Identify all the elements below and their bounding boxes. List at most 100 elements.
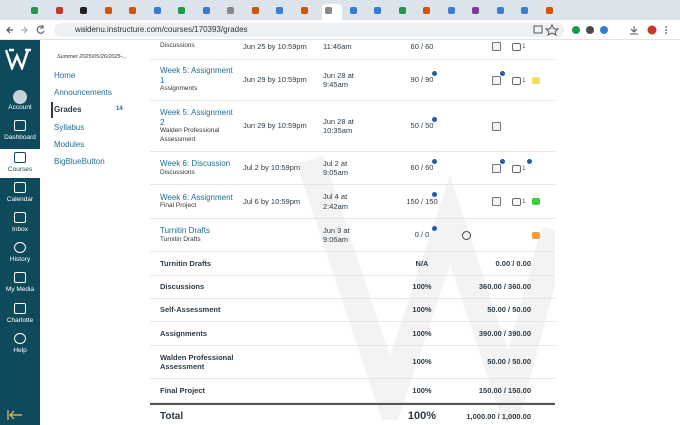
comments[interactable]: 1 [512,42,526,51]
assignment-row: Week 6: Assignment Final Project Jul 6 by … [150,185,555,219]
browser-tab[interactable] [53,4,73,17]
browser-tab[interactable] [126,4,146,17]
tab-favicon [251,7,259,14]
browser-tab[interactable] [102,4,122,17]
unread-dot [432,116,437,122]
tab-favicon [521,7,528,14]
nav-item[interactable]: Dashboard [4,134,36,141]
details-icon[interactable] [492,42,501,51]
nav-buttons[interactable] [6,25,50,35]
points: 0.00 / 0.00 [495,258,531,268]
browser-tab[interactable] [420,4,440,17]
toolbar-icons[interactable] [530,24,675,36]
nav-item[interactable]: Charlotte [6,317,34,324]
browser-tab[interactable] [200,4,220,17]
nav-icon[interactable] [14,182,26,193]
url[interactable]: waldenu.instructure.com/courses/170393/g… [75,25,248,34]
due-cell [243,219,321,251]
browser-tab[interactable] [469,4,489,17]
course-nav-link[interactable]: Grades [54,105,82,114]
assignment-name[interactable]: Week 5: Assignment 2 [160,108,233,127]
nav-icon[interactable] [14,303,26,314]
tab-favicon [31,7,38,14]
nav-icon[interactable] [14,333,26,344]
assignment-name[interactable]: Week 5: Assignment 1 [160,66,233,85]
due-date: Jul 6 by 10:59pm [243,196,301,206]
assignment-name[interactable]: Week 6: Assignment [160,192,233,202]
group-name-cell: Turnitin Drafts [160,252,238,275]
assignment-row: Week 5: Assignment 1 Assignments Jun 29 by… [150,60,555,101]
comments[interactable]: 1 [512,197,526,206]
address-bar[interactable] [54,23,564,37]
points-cell: 0.00 / 0.00 [391,252,531,275]
browser-tab[interactable] [298,4,318,17]
info-icon[interactable] [462,230,471,240]
browser-tab[interactable] [322,4,342,20]
percent: 100% [412,357,432,367]
submitted-cell: 11:46am [323,40,365,59]
browser-tab[interactable] [396,4,416,17]
nav-item[interactable]: History [9,256,31,263]
course-nav-link[interactable]: Home [54,71,76,80]
course-nav-link[interactable]: Announcements [54,88,112,97]
nav-item[interactable]: Courses [7,166,33,173]
details-icon[interactable] [492,197,501,206]
points-cell: 360.00 / 360.00 [391,276,531,298]
walden-logo[interactable] [5,48,35,70]
nav-icon[interactable] [13,90,27,104]
due-cell: Jun 25 by 10:59pm [243,40,321,59]
submitted-date: Jun 28 at 10:35am [323,116,354,136]
browser-tab[interactable] [518,4,538,17]
nav-item[interactable]: Inbox [12,226,28,233]
nav-item[interactable]: Help [13,347,27,354]
tab-favicon [423,7,430,14]
details-icon[interactable] [492,121,501,131]
browser-tab[interactable] [151,4,171,17]
points: 50.00 / 50.00 [487,357,531,367]
browser-tab[interactable] [175,4,195,17]
browser-tab[interactable] [77,4,97,17]
nav-icon[interactable] [14,152,26,163]
browser-tab[interactable] [249,4,269,17]
score: 50 / 50 [410,121,434,131]
global-navigation: Account Dashboard Courses Calendar Inbox Hist… [0,40,40,425]
score-cell: 150 / 150 [392,185,452,218]
nav-item[interactable]: My Media [5,286,35,293]
course-nav-link[interactable]: BigBlueButton [54,157,105,166]
browser-tab[interactable] [494,4,514,17]
browser-tab[interactable] [224,4,244,17]
points: 150.00 / 150.00 [478,385,531,395]
tab-favicon [349,7,357,14]
nav-item[interactable]: Account [8,104,32,111]
assignment-name[interactable]: Week 6: Discussion [160,159,231,168]
collapse-nav[interactable] [6,410,26,420]
score: 60 / 60 [410,41,434,51]
nav-icon[interactable] [14,272,26,283]
group-name-cell: Total [160,405,250,425]
browser-tab[interactable] [371,4,391,17]
browser-tab[interactable] [543,4,563,17]
browser-tab[interactable] [28,4,48,17]
details-icon[interactable] [492,75,501,85]
group-row: Walden Professional Assessment 100% 50.00 … [150,346,555,379]
browser-tab[interactable] [445,4,465,17]
nav-icon[interactable] [14,212,26,223]
course-nav-link[interactable]: Modules [54,140,85,149]
nav-icon[interactable] [14,120,26,131]
nav-icon[interactable] [14,242,26,253]
due-date: Jul 2 by 10:59pm [243,163,301,173]
due-cell: Jun 29 by 10:59pm [243,101,321,151]
browser-tab[interactable] [273,4,293,17]
browser-tab[interactable] [347,4,367,17]
tab-favicon [129,7,136,14]
status-tag [532,76,540,84]
details-icon[interactable] [492,163,501,173]
tab-favicon [80,7,87,14]
comments[interactable]: 1 [512,164,526,173]
points: 1,000.00 / 1,000.00 [466,412,531,422]
comments[interactable]: 1 [512,76,526,85]
course-nav-link[interactable]: Syllabus [54,123,85,132]
assignment-name[interactable]: Turnitin Drafts [160,226,210,235]
nav-item[interactable]: Calendar [6,196,34,203]
